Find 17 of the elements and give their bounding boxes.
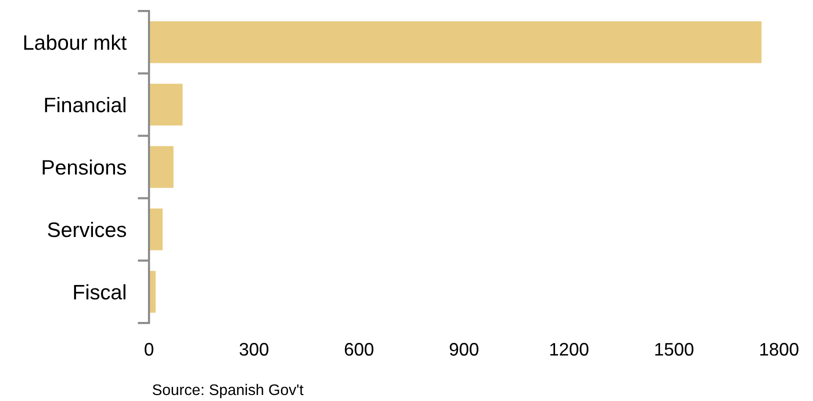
x-tick-label: 600 bbox=[344, 342, 374, 356]
y-tick-label: Labour mkt bbox=[24, 34, 127, 50]
x-tick-label: 1800 bbox=[760, 342, 798, 356]
x-tick-label: 1500 bbox=[655, 342, 694, 356]
x-tick-label: 1200 bbox=[550, 342, 588, 356]
x-tick-label: 900 bbox=[450, 342, 478, 356]
y-tick-label: Fiscal bbox=[74, 284, 126, 300]
y-tick-label: Pensions bbox=[42, 159, 126, 175]
bar bbox=[149, 208, 163, 250]
x-tick-label: 300 bbox=[240, 342, 268, 356]
bar bbox=[149, 146, 174, 188]
bar bbox=[149, 21, 762, 64]
bar bbox=[149, 84, 183, 126]
x-tick-label: 0 bbox=[144, 342, 154, 356]
y-tick-label: Financial bbox=[45, 97, 126, 112]
y-tick-label: Services bbox=[48, 222, 126, 238]
source-note: Source: Spanish Gov't bbox=[152, 384, 304, 398]
